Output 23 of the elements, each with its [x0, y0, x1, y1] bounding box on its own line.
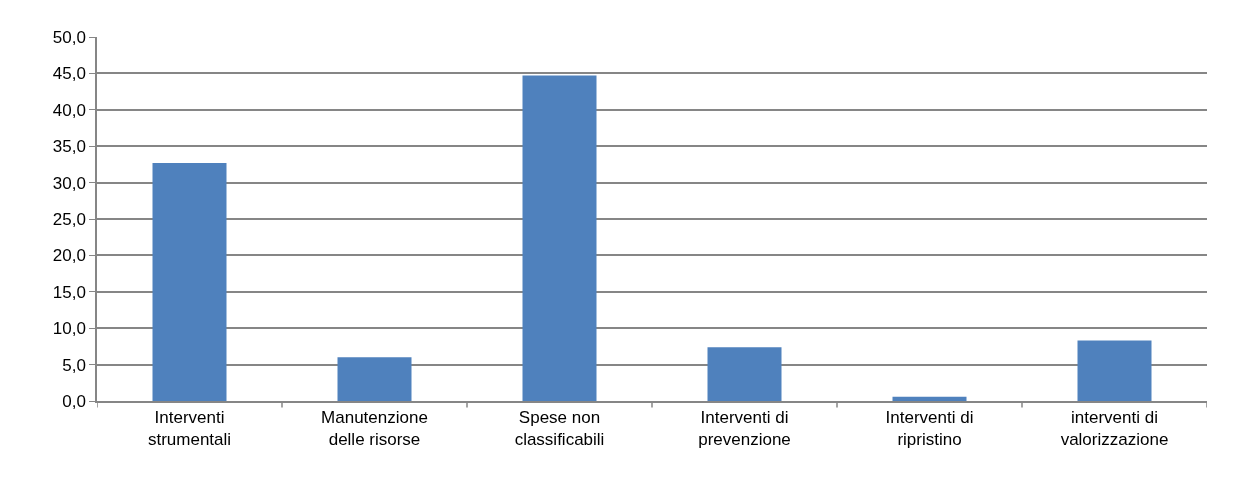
y-tick-label: 50,0: [52, 27, 86, 47]
x-tick-label: Interventi di prevenzione: [698, 408, 791, 450]
y-tick-label: 5,0: [62, 355, 86, 375]
y-tick-label: 45,0: [52, 64, 86, 84]
x-tick-label: interventi di valorizzazione: [1060, 408, 1169, 450]
y-tick-label: 20,0: [52, 246, 86, 266]
x-tick-label: Manutenzione delle risorse: [321, 408, 428, 450]
x-tick-label: Interventi strumentali: [147, 408, 232, 450]
x-tick-label: Interventi di ripristino: [885, 408, 974, 450]
y-tick-label: 0,0: [62, 391, 86, 411]
bar: [522, 75, 597, 401]
y-tick-label: 35,0: [52, 137, 86, 157]
bar: [1077, 340, 1152, 401]
y-tick-label: 40,0: [52, 100, 86, 120]
y-tick-label: 25,0: [52, 209, 86, 229]
y-tick-label: 10,0: [52, 319, 86, 339]
bar: [337, 357, 412, 401]
bar: [152, 162, 227, 401]
y-tick-label: 30,0: [52, 173, 86, 193]
bar: [892, 396, 967, 401]
x-tick-label: Spese non classificabili: [514, 408, 605, 450]
bar: [707, 347, 782, 401]
y-tick-label: 15,0: [52, 282, 86, 302]
